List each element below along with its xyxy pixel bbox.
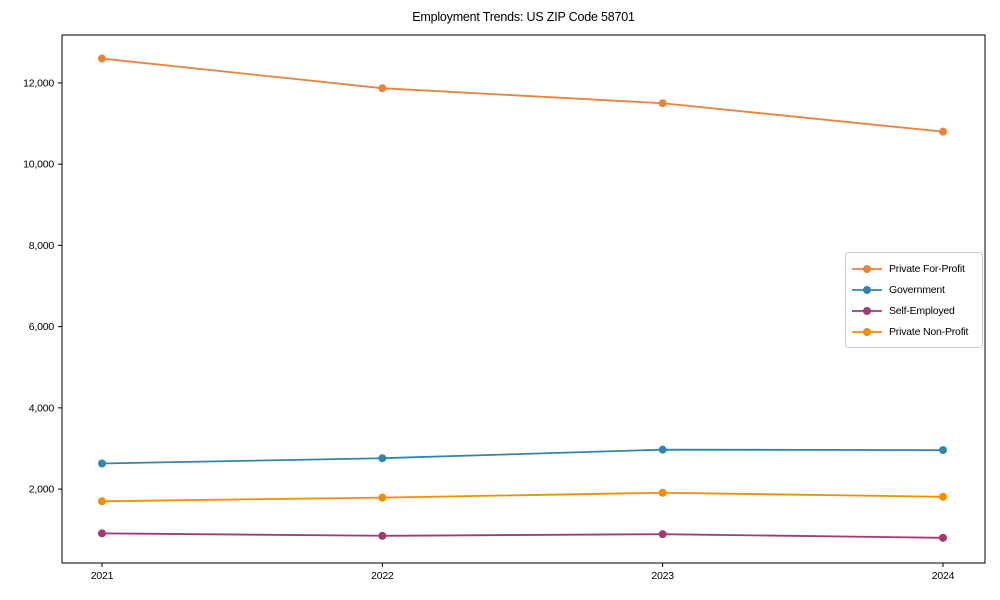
x-tick-label-2022: 2022: [371, 570, 394, 582]
data-point-private-for-profit-2024: [939, 127, 947, 136]
legend-label: Government: [889, 283, 945, 296]
legend-label: Private Non-Profit: [889, 325, 969, 338]
y-tick-label: 2,000: [29, 484, 55, 496]
y-tick-label: 6,000: [29, 321, 55, 333]
legend-label: Self-Employed: [889, 304, 955, 317]
data-point-government-2023: [658, 445, 667, 454]
y-tick-label: 12,000: [23, 77, 54, 89]
data-point-private-non-profit-2023: [658, 488, 667, 497]
data-point-self-employed-2022: [378, 531, 387, 540]
series-private-non-profit: [98, 488, 947, 506]
legend: Private For-Profit Government Self-Employe…: [845, 252, 983, 348]
x-tick-label-2024: 2024: [932, 570, 955, 582]
y-tick-label: 4,000: [29, 402, 55, 414]
data-point-self-employed-2024: [939, 533, 947, 542]
series-government: [98, 445, 947, 468]
series-line-private-non-profit: [101, 491, 944, 503]
legend-item-private-non-profit: Private Non-Profit: [852, 321, 976, 342]
axis-frame: [61, 34, 986, 564]
data-point-government-2021: [98, 459, 106, 468]
legend-item-self-employed: Self-Employed: [852, 300, 976, 321]
legend-item-private-for-profit: Private For-Profit: [852, 258, 976, 279]
x-tick-label-2021: 2021: [91, 570, 114, 582]
chart-title: Employment Trends: US ZIP Code 58701: [412, 10, 635, 24]
y-tick-label: 10,000: [23, 159, 54, 171]
data-point-government-2024: [939, 446, 947, 455]
legend-swatch-icon: [852, 285, 882, 294]
legend-swatch-icon: [852, 327, 882, 336]
data-point-self-employed-2023: [658, 530, 667, 539]
data-point-private-non-profit-2024: [939, 492, 947, 501]
series-self-employed: [98, 529, 947, 542]
data-point-government-2022: [378, 454, 387, 463]
data-point-private-for-profit-2023: [658, 99, 667, 108]
series-line-government: [101, 448, 944, 465]
y-tick-label: 8,000: [29, 240, 55, 252]
data-point-private-non-profit-2021: [98, 497, 106, 506]
series-line-self-employed: [101, 532, 944, 539]
data-point-private-for-profit-2022: [378, 84, 387, 93]
legend-item-government: Government: [852, 279, 976, 300]
data-point-private-for-profit-2021: [98, 54, 106, 63]
legend-label: Private For-Profit: [889, 262, 965, 275]
series-line-private-for-profit: [101, 57, 944, 133]
data-point-private-non-profit-2022: [378, 493, 387, 502]
legend-swatch-icon: [852, 306, 882, 315]
series-private-for-profit: [98, 54, 947, 136]
legend-swatch-icon: [852, 264, 882, 273]
data-point-self-employed-2021: [98, 529, 106, 538]
x-tick-label-2023: 2023: [651, 570, 674, 582]
